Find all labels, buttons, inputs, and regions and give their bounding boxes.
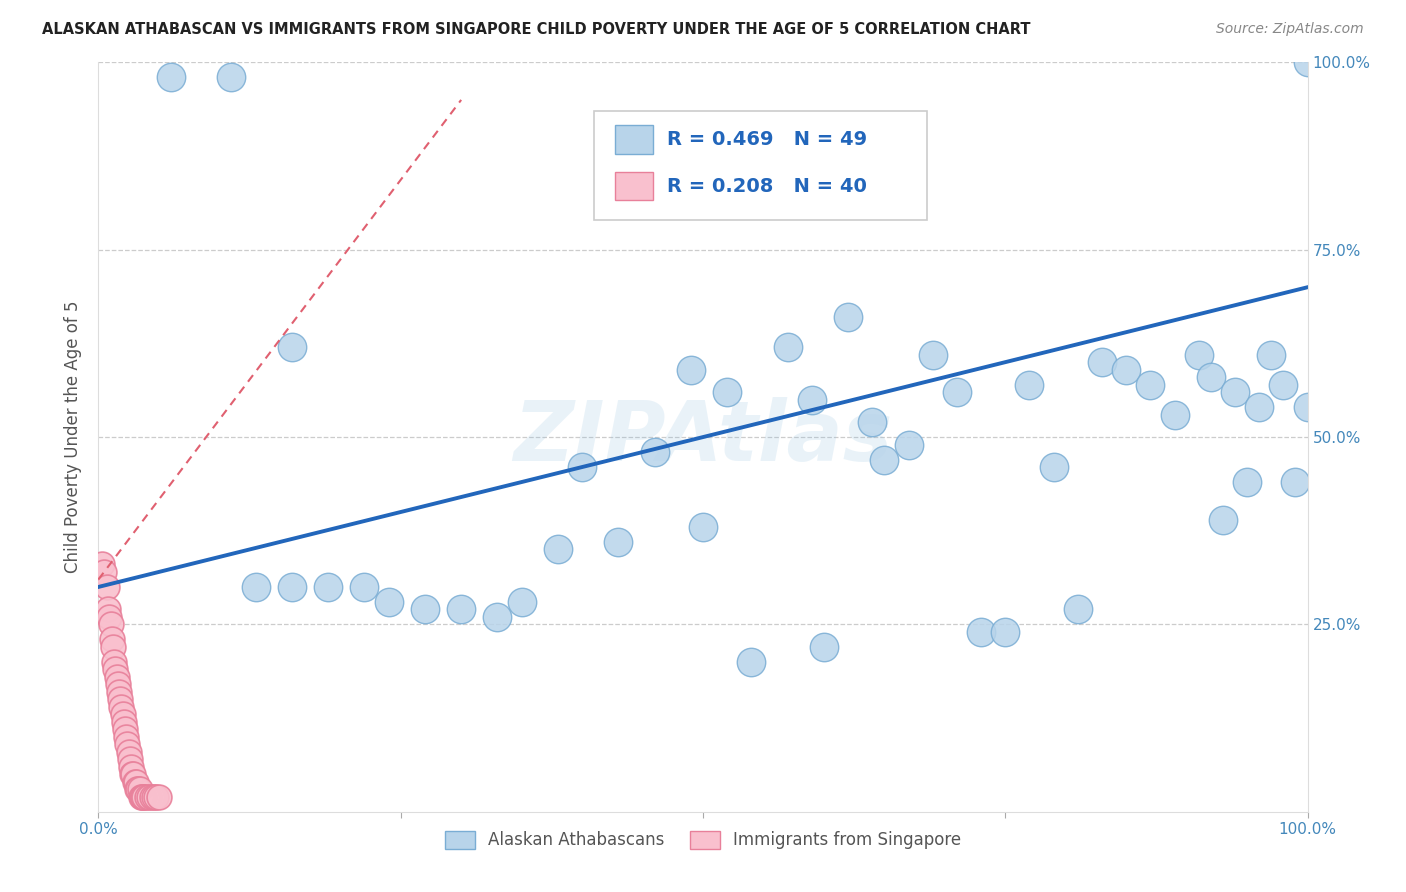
Point bbox=[117, 737, 139, 751]
Point bbox=[120, 760, 142, 774]
Point bbox=[108, 685, 131, 699]
Point bbox=[1018, 377, 1040, 392]
Point bbox=[716, 385, 738, 400]
Point bbox=[776, 340, 799, 354]
Point bbox=[121, 767, 143, 781]
FancyBboxPatch shape bbox=[595, 112, 927, 219]
Point bbox=[101, 640, 124, 654]
Text: ZIPAtlas: ZIPAtlas bbox=[513, 397, 893, 477]
Point bbox=[132, 789, 155, 804]
Point bbox=[1067, 602, 1090, 616]
Point bbox=[413, 602, 436, 616]
Point bbox=[921, 348, 943, 362]
Point bbox=[1139, 377, 1161, 392]
Point bbox=[100, 617, 122, 632]
Point bbox=[837, 310, 859, 325]
Text: Source: ZipAtlas.com: Source: ZipAtlas.com bbox=[1216, 22, 1364, 37]
Point bbox=[316, 580, 339, 594]
Point bbox=[281, 580, 304, 594]
Text: ALASKAN ATHABASCAN VS IMMIGRANTS FROM SINGAPORE CHILD POVERTY UNDER THE AGE OF 5: ALASKAN ATHABASCAN VS IMMIGRANTS FROM SI… bbox=[42, 22, 1031, 37]
Point bbox=[644, 445, 666, 459]
Point bbox=[281, 340, 304, 354]
Point bbox=[138, 789, 160, 804]
Legend: Alaskan Athabascans, Immigrants from Singapore: Alaskan Athabascans, Immigrants from Sin… bbox=[439, 824, 967, 855]
Point bbox=[607, 535, 630, 549]
Point bbox=[124, 774, 146, 789]
Point bbox=[100, 632, 122, 647]
Point bbox=[135, 789, 157, 804]
Point bbox=[692, 520, 714, 534]
Point bbox=[118, 745, 141, 759]
Point bbox=[377, 595, 399, 609]
Point bbox=[1223, 385, 1246, 400]
Point bbox=[110, 699, 132, 714]
Point bbox=[800, 392, 823, 407]
Point bbox=[143, 789, 166, 804]
Point bbox=[122, 767, 145, 781]
Point bbox=[1260, 348, 1282, 362]
Point bbox=[111, 707, 134, 722]
Point bbox=[107, 677, 129, 691]
Point bbox=[134, 789, 156, 804]
Point bbox=[98, 610, 121, 624]
Point bbox=[128, 782, 150, 797]
Point bbox=[1236, 475, 1258, 489]
Point bbox=[103, 655, 125, 669]
Point bbox=[1163, 408, 1185, 422]
Point bbox=[813, 640, 835, 654]
Point bbox=[91, 558, 114, 572]
Point bbox=[897, 437, 920, 451]
Point bbox=[1249, 400, 1271, 414]
Point bbox=[127, 782, 149, 797]
Point bbox=[1199, 370, 1222, 384]
Point bbox=[1296, 400, 1319, 414]
Point bbox=[873, 452, 896, 467]
Point bbox=[1091, 355, 1114, 369]
Point bbox=[970, 624, 993, 639]
Point bbox=[245, 580, 267, 594]
Point bbox=[486, 610, 509, 624]
Point bbox=[112, 714, 135, 729]
FancyBboxPatch shape bbox=[614, 126, 654, 153]
Point bbox=[994, 624, 1017, 639]
Point bbox=[141, 789, 163, 804]
Point bbox=[1296, 55, 1319, 70]
Point bbox=[547, 542, 569, 557]
Point bbox=[510, 595, 533, 609]
Point bbox=[1042, 460, 1064, 475]
Point bbox=[129, 789, 152, 804]
Point bbox=[353, 580, 375, 594]
Text: R = 0.208   N = 40: R = 0.208 N = 40 bbox=[666, 177, 866, 195]
Point bbox=[114, 723, 136, 737]
Point bbox=[104, 662, 127, 676]
Point bbox=[450, 602, 472, 616]
Point bbox=[946, 385, 969, 400]
Point bbox=[131, 789, 153, 804]
Point bbox=[108, 692, 131, 706]
Text: R = 0.469   N = 49: R = 0.469 N = 49 bbox=[666, 130, 868, 149]
Point bbox=[679, 362, 702, 376]
Point bbox=[118, 752, 141, 766]
Point bbox=[740, 655, 762, 669]
Point bbox=[1212, 512, 1234, 526]
Point bbox=[1284, 475, 1306, 489]
Point bbox=[1188, 348, 1211, 362]
Point bbox=[160, 70, 183, 85]
Point bbox=[105, 670, 128, 684]
Point bbox=[1272, 377, 1295, 392]
Point bbox=[571, 460, 593, 475]
Point bbox=[127, 782, 149, 797]
FancyBboxPatch shape bbox=[614, 172, 654, 201]
Point bbox=[115, 730, 138, 744]
Point bbox=[96, 580, 118, 594]
Point bbox=[125, 774, 148, 789]
Point bbox=[97, 602, 120, 616]
Point bbox=[145, 789, 167, 804]
Point bbox=[860, 415, 883, 429]
Point bbox=[93, 565, 115, 579]
Point bbox=[1115, 362, 1137, 376]
Y-axis label: Child Poverty Under the Age of 5: Child Poverty Under the Age of 5 bbox=[65, 301, 83, 574]
Point bbox=[148, 789, 170, 804]
Point bbox=[221, 70, 243, 85]
